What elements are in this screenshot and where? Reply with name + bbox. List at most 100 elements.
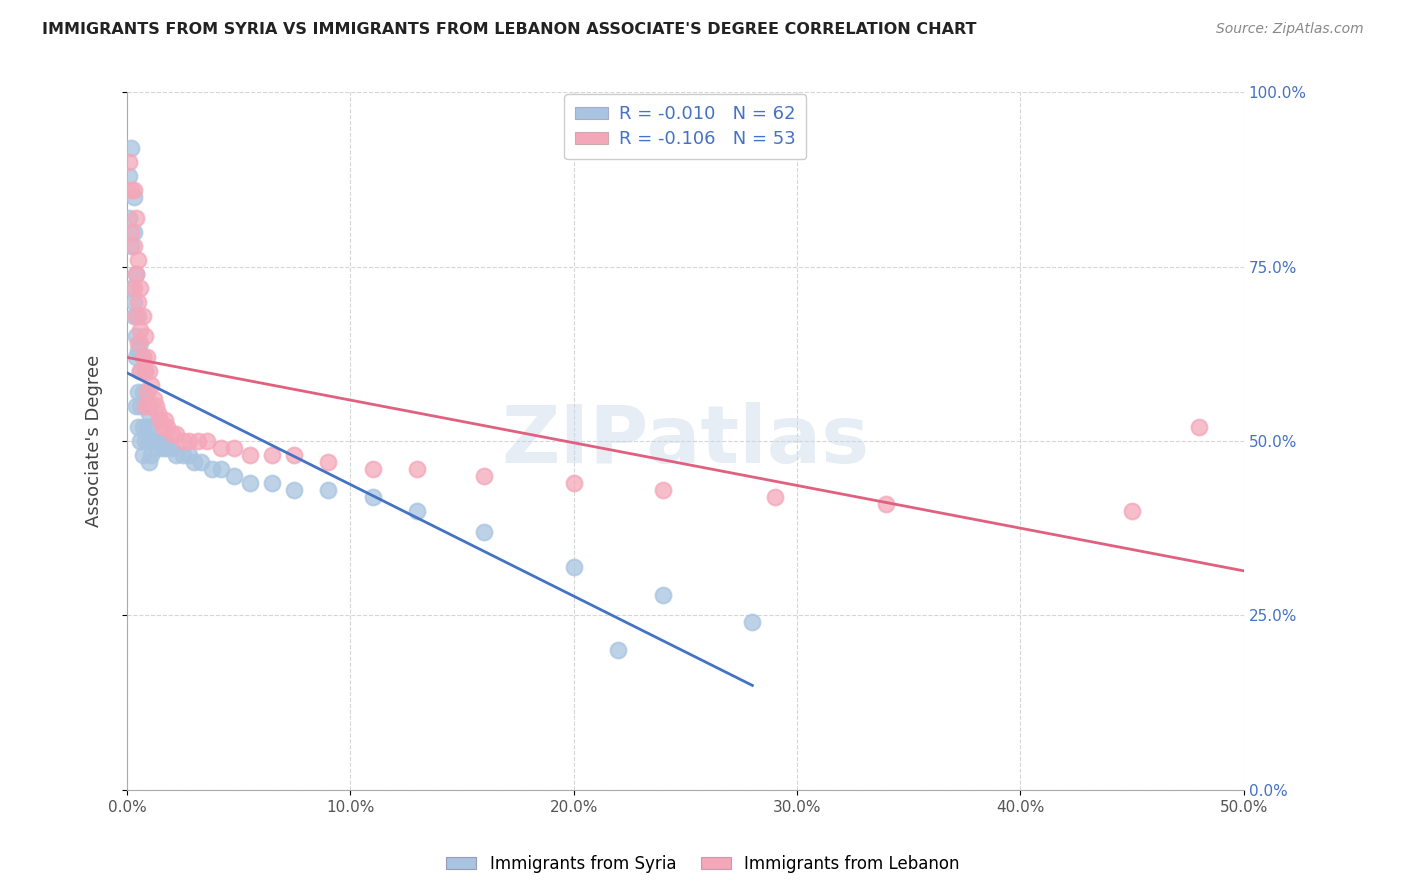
- Text: Source: ZipAtlas.com: Source: ZipAtlas.com: [1216, 22, 1364, 37]
- Point: [201, 462, 224, 476]
- Point: [209, 462, 232, 476]
- Point: [875, 497, 897, 511]
- Point: [122, 294, 145, 309]
- Point: [224, 469, 246, 483]
- Point: [153, 413, 176, 427]
- Point: [125, 309, 148, 323]
- Point: [127, 309, 149, 323]
- Point: [120, 141, 142, 155]
- Point: [160, 427, 183, 442]
- Point: [187, 434, 209, 449]
- Point: [153, 434, 176, 449]
- Point: [145, 434, 167, 449]
- Text: ZIPatlas: ZIPatlas: [501, 402, 869, 480]
- Point: [127, 294, 149, 309]
- Legend: R = -0.010   N = 62, R = -0.106   N = 53: R = -0.010 N = 62, R = -0.106 N = 53: [564, 95, 806, 160]
- Point: [316, 455, 339, 469]
- Point: [125, 329, 148, 343]
- Point: [127, 420, 149, 434]
- Point: [122, 239, 145, 253]
- Point: [120, 183, 142, 197]
- Point: [129, 336, 152, 351]
- Point: [165, 448, 187, 462]
- Point: [141, 448, 163, 462]
- Point: [125, 399, 148, 413]
- Point: [195, 434, 218, 449]
- Point: [120, 239, 142, 253]
- Point: [763, 490, 786, 504]
- Point: [138, 399, 160, 413]
- Point: [190, 455, 212, 469]
- Point: [316, 483, 339, 497]
- Point: [131, 448, 153, 462]
- Point: [172, 434, 194, 449]
- Point: [148, 441, 170, 455]
- Point: [138, 455, 160, 469]
- Legend: Immigrants from Syria, Immigrants from Lebanon: Immigrants from Syria, Immigrants from L…: [440, 848, 966, 880]
- Point: [134, 434, 156, 449]
- Point: [141, 420, 163, 434]
- Text: IMMIGRANTS FROM SYRIA VS IMMIGRANTS FROM LEBANON ASSOCIATE'S DEGREE CORRELATION : IMMIGRANTS FROM SYRIA VS IMMIGRANTS FROM…: [42, 22, 977, 37]
- Point: [131, 385, 153, 400]
- Point: [156, 420, 179, 434]
- Point: [406, 504, 429, 518]
- Point: [142, 434, 165, 449]
- Point: [136, 385, 159, 400]
- Point: [118, 169, 141, 183]
- Point: [134, 364, 156, 378]
- Point: [131, 309, 153, 323]
- Point: [138, 434, 160, 449]
- Point: [183, 455, 205, 469]
- Point: [239, 475, 262, 490]
- Point: [149, 434, 172, 449]
- Point: [172, 448, 194, 462]
- Point: [406, 462, 429, 476]
- Point: [152, 441, 174, 455]
- Point: [1121, 504, 1143, 518]
- Point: [562, 559, 585, 574]
- Point: [262, 448, 284, 462]
- Point: [134, 364, 156, 378]
- Point: [129, 322, 152, 336]
- Point: [134, 329, 156, 343]
- Point: [607, 643, 630, 657]
- Point: [122, 183, 145, 197]
- Point: [122, 225, 145, 239]
- Point: [134, 399, 156, 413]
- Point: [165, 427, 187, 442]
- Point: [652, 483, 675, 497]
- Point: [125, 267, 148, 281]
- Point: [148, 406, 170, 420]
- Point: [262, 475, 284, 490]
- Point: [131, 420, 153, 434]
- Point: [142, 392, 165, 407]
- Point: [145, 399, 167, 413]
- Point: [129, 399, 152, 413]
- Point: [224, 441, 246, 455]
- Point: [160, 441, 183, 455]
- Point: [283, 448, 305, 462]
- Point: [122, 280, 145, 294]
- Point: [129, 280, 152, 294]
- Point: [127, 385, 149, 400]
- Point: [118, 211, 141, 225]
- Point: [156, 441, 179, 455]
- Point: [120, 225, 142, 239]
- Point: [138, 406, 160, 420]
- Point: [361, 490, 384, 504]
- Point: [125, 351, 148, 365]
- Point: [136, 385, 159, 400]
- Point: [283, 483, 305, 497]
- Point: [127, 343, 149, 358]
- Point: [1188, 420, 1211, 434]
- Point: [741, 615, 763, 630]
- Point: [129, 434, 152, 449]
- Point: [136, 420, 159, 434]
- Point: [138, 364, 160, 378]
- Point: [239, 448, 262, 462]
- Point: [179, 434, 201, 449]
- Point: [120, 280, 142, 294]
- Point: [122, 309, 145, 323]
- Point: [125, 211, 148, 225]
- Point: [125, 267, 148, 281]
